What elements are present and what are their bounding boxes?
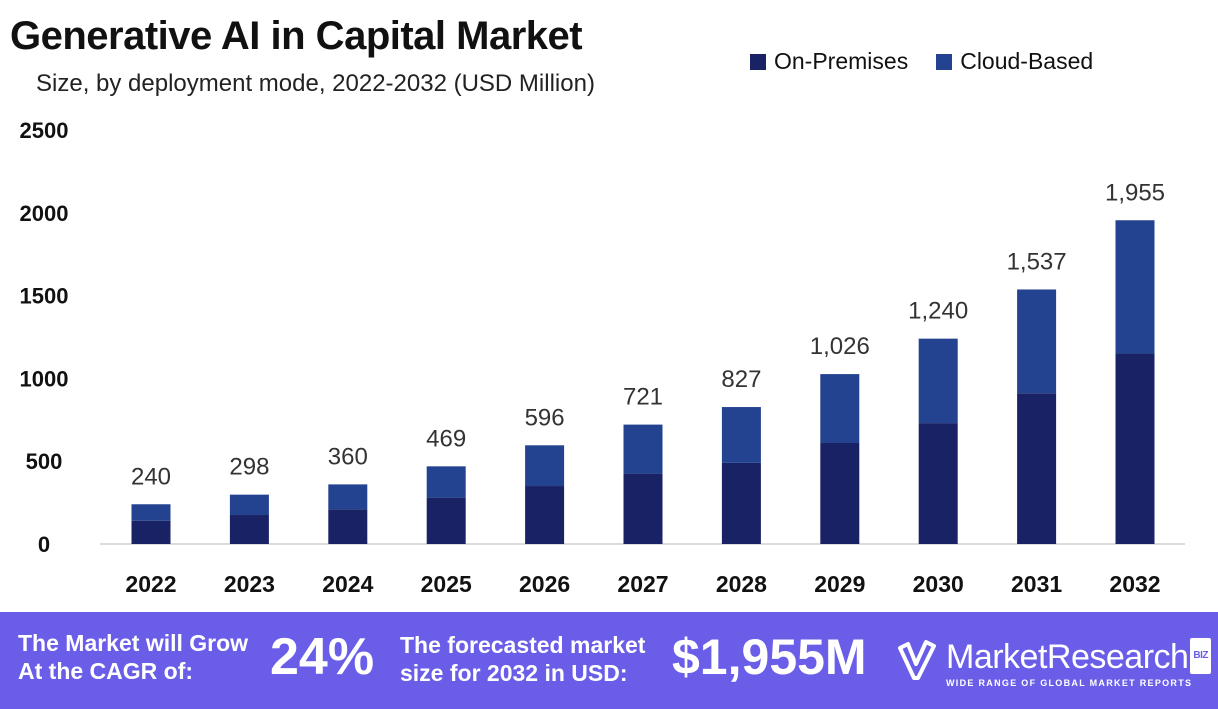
bar-on-premises-2029 [820, 442, 860, 544]
checkmark-shield-icon [898, 640, 936, 680]
bar-on-premises-2026 [525, 486, 565, 544]
legend-item-on-premises: On-Premises [750, 48, 908, 75]
cagr-value: 24% [270, 628, 375, 686]
y-tick-label: 1500 [20, 284, 69, 309]
total-label-2025: 469 [426, 425, 466, 452]
total-label-2026: 596 [525, 404, 565, 431]
forecast-caption-line1: The forecasted market [400, 632, 646, 658]
total-label-2027: 721 [623, 384, 663, 411]
bar-cloud-based-2031 [1017, 289, 1057, 394]
total-label-2023: 298 [229, 454, 269, 481]
x-tick-label-2023: 2023 [224, 571, 275, 597]
bar-on-premises-2023 [229, 515, 269, 544]
bar-cloud-based-2024 [328, 484, 368, 510]
total-label-2024: 360 [328, 443, 368, 470]
footer-banner: The Market will Grow At the CAGR of: 24%… [0, 612, 1218, 709]
brand-text: MarketResearch BIZ WIDE RANGE OF GLOBAL M… [946, 638, 1212, 688]
bar-cloud-based-2023 [229, 494, 269, 516]
legend-swatch-on-premises [750, 53, 766, 70]
bar-cloud-based-2026 [525, 445, 565, 487]
x-tick-label-2024: 2024 [322, 571, 373, 597]
x-tick-label-2030: 2030 [913, 571, 964, 597]
bar-cloud-based-2032 [1115, 220, 1155, 354]
x-tick-label-2025: 2025 [421, 571, 472, 597]
brand-tagline: WIDE RANGE OF GLOBAL MARKET REPORTS [946, 678, 1193, 688]
total-label-2022: 240 [131, 463, 171, 490]
y-tick-label: 500 [26, 449, 63, 474]
cagr-caption-line2: At the CAGR of: [18, 658, 194, 684]
brand-logo: MarketResearch BIZ WIDE RANGE OF GLOBAL M… [896, 638, 1212, 688]
bar-cloud-based-2027 [623, 424, 663, 474]
total-label-2030: 1,240 [908, 298, 968, 325]
bar-on-premises-2025 [426, 497, 466, 544]
bar-on-premises-2031 [1017, 393, 1057, 544]
legend-swatch-cloud-based [936, 53, 953, 70]
brand-name: MarketResearch BIZ [946, 638, 1212, 676]
bar-cloud-based-2029 [820, 374, 860, 443]
cagr-caption-line1: The Market will Grow [18, 630, 249, 656]
forecast-caption-line2: size for 2032 in USD: [400, 660, 628, 686]
bar-cloud-based-2025 [426, 466, 466, 498]
y-tick-label: 1000 [20, 366, 69, 391]
y-tick-label: 2000 [20, 201, 69, 226]
chart-subtitle: Size, by deployment mode, 2022-2032 (USD… [36, 70, 595, 97]
bar-chart: 0 500 1000 1500 2000 2500 240 2022 298 2023 360 202… [20, 118, 1185, 597]
x-tick-label-2022: 2022 [125, 571, 176, 597]
x-tick-label-2026: 2026 [519, 571, 570, 597]
legend-label-on-premises: On-Premises [774, 48, 909, 74]
x-tick-label-2028: 2028 [716, 571, 767, 597]
bar-on-premises-2022 [131, 520, 171, 544]
bar-on-premises-2024 [328, 509, 368, 544]
total-label-2031: 1,537 [1007, 248, 1067, 275]
total-label-2028: 827 [721, 366, 761, 393]
bar-cloud-based-2030 [918, 338, 958, 424]
forecast-caption: The forecasted market size for 2032 in U… [400, 631, 645, 687]
bar-cloud-based-2028 [721, 407, 761, 463]
forecast-value: $1,955M [672, 629, 867, 685]
y-tick-label: 0 [38, 532, 50, 557]
x-tick-label-2029: 2029 [814, 571, 865, 597]
y-tick-label: 2500 [20, 118, 69, 143]
legend-item-cloud-based: Cloud-Based [936, 48, 1093, 75]
bar-on-premises-2028 [721, 462, 761, 544]
total-label-2032: 1,955 [1105, 179, 1165, 206]
bar-on-premises-2032 [1115, 353, 1155, 544]
x-tick-label-2027: 2027 [617, 571, 668, 597]
bar-on-premises-2030 [918, 423, 958, 544]
cagr-caption: The Market will Grow At the CAGR of: [18, 629, 248, 685]
x-tick-label-2031: 2031 [1011, 571, 1062, 597]
legend-label-cloud-based: Cloud-Based [960, 48, 1094, 74]
chart-title: Generative AI in Capital Market [10, 14, 583, 58]
brand-name-text: MarketResearch [946, 638, 1189, 676]
bar-on-premises-2027 [623, 473, 663, 544]
brand-badge: BIZ [1190, 638, 1212, 674]
bar-cloud-based-2022 [131, 504, 171, 521]
legend: On-Premises Cloud-Based [750, 48, 1093, 75]
x-tick-label-2032: 2032 [1109, 571, 1160, 597]
total-label-2029: 1,026 [810, 333, 870, 360]
